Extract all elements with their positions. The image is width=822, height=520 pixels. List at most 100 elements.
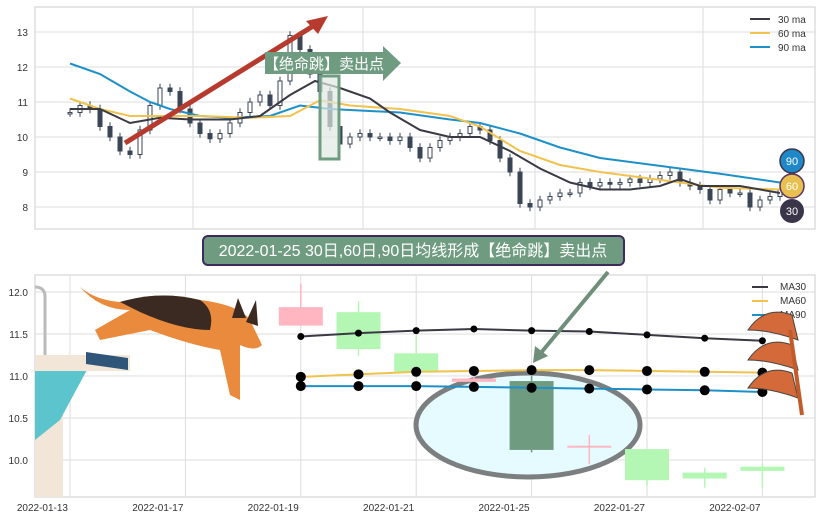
top-ytick-label: 9	[22, 168, 28, 179]
bottom-ma90-point	[411, 381, 422, 392]
bottom-ytick-label: 11.5	[9, 330, 28, 341]
top-candle-body	[277, 80, 283, 106]
top-candle-body	[637, 178, 643, 183]
top-candle-body	[207, 133, 213, 140]
bottom-ma90-point	[642, 384, 652, 395]
top-candle-body	[767, 196, 773, 201]
skydiver	[788, 329, 804, 416]
top-candle-body	[717, 189, 723, 201]
top-candle-body	[487, 129, 493, 141]
bottom-ma30-point	[297, 333, 305, 341]
top-candle-body	[97, 108, 103, 127]
legend-90ma: 90 ma	[778, 43, 806, 54]
bottom-legend: MA30 MA60 MA90	[752, 282, 807, 321]
top-candle-body	[437, 140, 443, 148]
top-candle-body	[707, 189, 713, 201]
badge-60	[779, 173, 805, 199]
top-candle-body	[197, 122, 203, 134]
top-candle-body	[747, 192, 753, 208]
parachutes-illustration	[747, 311, 804, 416]
legend-ma60: MA60	[780, 296, 807, 307]
top-candle-body	[257, 94, 263, 103]
badge-90	[779, 148, 805, 174]
bottom-ma30-point	[470, 325, 478, 333]
top-candle-body	[117, 136, 123, 152]
bottom-panel: 10.0 10.5 11.0 11.5 12.0 2022-01-13 2022-01-17…	[9, 270, 816, 514]
bottom-xtick-label: 2022-01-27	[594, 503, 646, 514]
top-candle-body	[367, 133, 373, 138]
top-candle-body	[347, 136, 353, 145]
bottom-ma90-point	[353, 381, 364, 392]
top-candle-body	[597, 182, 603, 187]
badge-30-text: 30	[786, 206, 798, 218]
dog-saddle	[120, 295, 212, 330]
top-candle-body	[227, 122, 233, 134]
legend-30ma: 30 ma	[778, 15, 806, 26]
top-ytick-label: 13	[17, 28, 29, 39]
top-candle-body	[377, 136, 383, 139]
bottom-ytick-label: 11.0	[9, 372, 28, 383]
badge-90-text: 90	[786, 156, 798, 168]
bottom-ma30-point	[643, 331, 651, 339]
top-candle-body	[417, 147, 423, 159]
top-candle-body	[407, 136, 413, 148]
bottom-ma90-point	[526, 382, 537, 393]
uptrend-arrow-head	[306, 16, 328, 34]
dog-ears	[232, 298, 258, 326]
diving-board-illustration	[34, 285, 130, 497]
top-candle-body	[727, 189, 733, 194]
bottom-ytick-label: 10.0	[9, 456, 29, 467]
bottom-ma60-point	[353, 369, 364, 380]
pointer-arrow-head	[533, 346, 548, 363]
top-candle-body	[737, 192, 743, 195]
bottom-xtick-label: 2022-01-13	[17, 503, 69, 514]
top-candle-body	[757, 199, 763, 208]
bottom-xtick-label: 2022-01-17	[132, 503, 184, 514]
top-candle-body	[617, 182, 623, 185]
top-candle-body	[517, 171, 523, 204]
bottom-ma30-point	[585, 327, 593, 335]
bottom-candle-body	[625, 449, 669, 481]
badge-30	[780, 199, 804, 223]
top-ytick-label: 8	[22, 203, 28, 214]
top-candle-body	[587, 182, 593, 187]
bottom-ma60-point	[411, 366, 422, 377]
bottom-candle-body	[567, 445, 612, 448]
top-candle-body	[167, 87, 173, 92]
parachute-1	[747, 311, 799, 341]
signal-arrow-label	[265, 46, 401, 81]
parachute-3	[747, 369, 799, 399]
top-ytick-label: 10	[17, 133, 29, 144]
top-candle-body	[357, 133, 363, 138]
ma-badges: 90 60 30	[779, 148, 805, 223]
top-candle-body	[497, 140, 503, 159]
bottom-ma60-point	[526, 365, 537, 376]
top-candle-body	[547, 196, 553, 201]
tower-side	[35, 355, 95, 440]
bottom-ma60-point	[642, 365, 652, 376]
legend-60ma: 60 ma	[778, 29, 806, 40]
top-candle-body	[537, 199, 543, 208]
top-candle-body	[557, 192, 563, 197]
top-ma90-line	[69, 62, 781, 184]
legend-ma30: MA30	[780, 282, 807, 293]
bottom-ma90-point	[584, 383, 595, 394]
bottom-xtick-label: 2022-01-21	[363, 503, 415, 514]
top-candle-body	[247, 101, 253, 113]
signal-banner-text: 2022-01-25 30日,60日,90日均线形成【绝命跳】卖出点	[219, 242, 608, 260]
bottom-ma60-point	[584, 365, 595, 376]
top-panel: 8 9 10 11 12 13 30 ma 60 ma 90 ma 【绝命跳】卖出点 90…	[17, 6, 816, 230]
top-candle-body	[677, 171, 683, 183]
bottom-ytick-label: 12.0	[9, 288, 29, 299]
bottom-ma30-point	[355, 329, 362, 337]
top-candle-body	[397, 136, 403, 141]
top-candle-body	[127, 150, 133, 155]
pointer-arrow-shaft	[538, 270, 610, 356]
signal-highlight-box	[318, 74, 341, 161]
bottom-candle-body	[278, 307, 323, 326]
signal-banner	[202, 235, 625, 266]
bottom-ma30-point	[701, 334, 709, 342]
bottom-ytick-label: 10.5	[9, 414, 29, 425]
